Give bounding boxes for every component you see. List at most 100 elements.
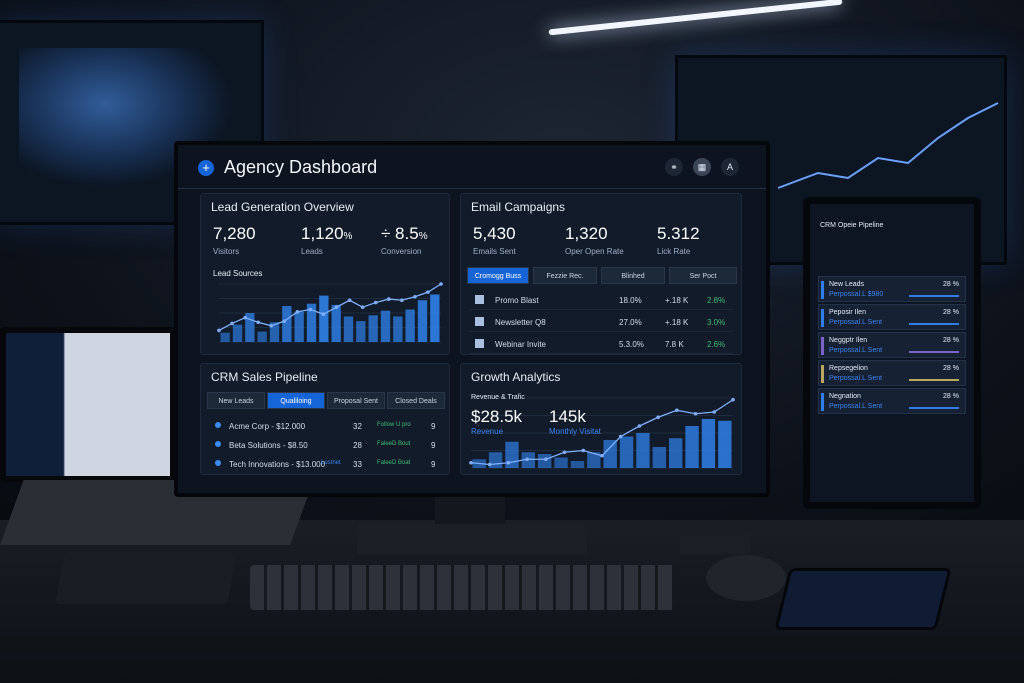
line-point: [308, 307, 313, 312]
bar: [232, 324, 243, 342]
line-point: [439, 282, 443, 286]
pipeline-stage[interactable]: Negnation Perpossal.L Sent 28 %: [818, 388, 966, 414]
bar: [331, 304, 341, 342]
deal-count: 28: [353, 441, 362, 450]
email-tab[interactable]: Cromogg Buss: [467, 267, 529, 284]
keyboard: [250, 565, 675, 610]
pipeline-tab[interactable]: Closed Deals: [387, 392, 445, 409]
line-point: [656, 415, 660, 420]
campaign-name: Newsletter Q8: [495, 318, 546, 327]
line-point: [295, 310, 300, 314]
deal-status: Follow U pro: [377, 422, 411, 428]
line-point: [487, 462, 492, 467]
deal-tag: Lostnet: [321, 460, 341, 466]
bar: [306, 303, 317, 342]
bar: [554, 457, 568, 468]
line-point: [525, 457, 529, 462]
pipeline-tab[interactable]: Qualiloing: [267, 392, 325, 409]
click-rate-value: 5.312: [657, 224, 700, 243]
link-icon[interactable]: ⚭: [665, 158, 683, 176]
clicks: 7.8 K: [665, 340, 684, 349]
bar: [368, 315, 378, 342]
deal-row[interactable]: Acme Corp - $12.000 32 Follow U pro 9: [209, 416, 441, 436]
crm-pipeline-panel: CRM Sales Pipeline New Leads Qualiloing Pr…: [200, 363, 450, 475]
bar: [269, 322, 280, 342]
grid-icon[interactable]: ▦: [693, 158, 711, 176]
bar: [417, 300, 428, 342]
panel-title: Growth Analytics: [471, 370, 561, 384]
stage-sub: Perpossal.L Sent: [829, 319, 883, 326]
deal-row[interactable]: Tech Innovations - $13.000 Lostnet 33 Fa…: [209, 454, 441, 474]
user-icon[interactable]: A: [721, 158, 739, 176]
bar: [282, 306, 292, 342]
stage-progress: [909, 351, 959, 353]
emails-sent-value: 5,430: [473, 224, 516, 243]
panel-title: CRM Sales Pipeline: [211, 370, 318, 384]
checkbox[interactable]: [475, 317, 484, 326]
pipeline-stage[interactable]: New Leads Perpossal.L $980 28 %: [818, 276, 966, 302]
panel-title: Email Campaigns: [471, 200, 566, 214]
stage-sub: Perpossal.L Sent: [829, 403, 883, 410]
status-dot: [215, 422, 221, 428]
email-tab[interactable]: Blinhed: [601, 267, 665, 284]
line-point: [581, 448, 586, 453]
line-point: [712, 410, 717, 414]
campaign-name: Promo Blast: [495, 296, 539, 305]
checkbox[interactable]: [475, 339, 484, 348]
line-point: [360, 305, 365, 309]
pipeline-stage[interactable]: Neggptr Ilen Perpossal.L Sent 28 %: [818, 332, 966, 358]
campaign-row[interactable]: Webinar Invite 5.3.0% 7.8 K 2.6%: [469, 334, 733, 354]
checkbox[interactable]: [475, 295, 484, 304]
deal-count: 33: [353, 460, 362, 469]
pipeline-stage[interactable]: Peposir Ilen Perpossal.L Sent 28 %: [818, 304, 966, 330]
line-point: [243, 315, 247, 320]
plus-icon[interactable]: +: [198, 160, 214, 176]
deal-row[interactable]: Beta Solutions - $8.50 28 FaleeD Bout 9: [209, 435, 441, 455]
email-tab[interactable]: Ser Poct: [669, 267, 737, 284]
deal-name: Beta Solutions - $8.50: [229, 441, 308, 450]
smartphone: [774, 568, 952, 630]
rate: 2.8%: [707, 296, 726, 305]
stage-progress: [909, 323, 959, 325]
stage-sub: Perpossal.L Sent: [829, 375, 883, 382]
bar: [652, 447, 666, 468]
line-point: [347, 298, 352, 303]
deal-number: 9: [431, 460, 436, 469]
line-point: [562, 450, 567, 455]
deal-name: Acme Corp - $12.000: [229, 422, 306, 431]
bar: [245, 313, 255, 342]
monitor-base: [357, 524, 587, 554]
bar: [430, 294, 440, 342]
email-campaigns-panel: Email Campaigns 5,430 Emails Sent 1,320 …: [460, 193, 742, 355]
lead-sources-chart: [217, 282, 443, 343]
line-point: [675, 408, 679, 413]
conversion-unit: %: [418, 231, 428, 242]
pipeline-tab[interactable]: New Leads: [207, 392, 265, 409]
line-point: [217, 328, 221, 333]
pipeline-stage[interactable]: Repsegelion Perpossal.L Sent 28 %: [818, 360, 966, 386]
growth-analytics-panel: Growth Analytics Revenue & Trafic $28.5k…: [460, 363, 742, 475]
line-point: [269, 323, 274, 328]
campaign-row[interactable]: Promo Blast 18.0% +.18 K 2.8%: [469, 290, 733, 310]
stage-progress: [909, 407, 959, 409]
rate: 3.0%: [707, 318, 726, 327]
bar: [701, 419, 716, 468]
panel-title: Lead Generation Overview: [211, 200, 354, 214]
open-rate-label: Oper Open Rate: [565, 247, 624, 256]
main-monitor: + Agency Dashboard ⚭ ▦ A Lead Generation…: [174, 141, 770, 497]
visitors-label: Visitors: [213, 247, 240, 256]
deal-number: 9: [431, 441, 436, 450]
bar: [393, 316, 403, 342]
bar: [570, 461, 585, 468]
click-rate-label: Lick Rate: [657, 247, 691, 256]
bar: [669, 438, 683, 468]
leads-label: Leads: [301, 247, 323, 256]
email-tab[interactable]: Fezzie Rec.: [533, 267, 597, 284]
lead-generation-panel: Lead Generation Overview 7,280 Visitors …: [200, 193, 450, 355]
line-point: [600, 453, 604, 458]
campaign-row[interactable]: Newsletter Q8 27.0% +.18 K 3.0%: [469, 312, 733, 332]
deal-name: Tech Innovations - $13.000: [229, 460, 326, 469]
trend-line: [218, 283, 442, 331]
stage-name: Neggptr Ilen: [829, 337, 868, 344]
pipeline-tab[interactable]: Proposal Sent: [327, 392, 385, 409]
